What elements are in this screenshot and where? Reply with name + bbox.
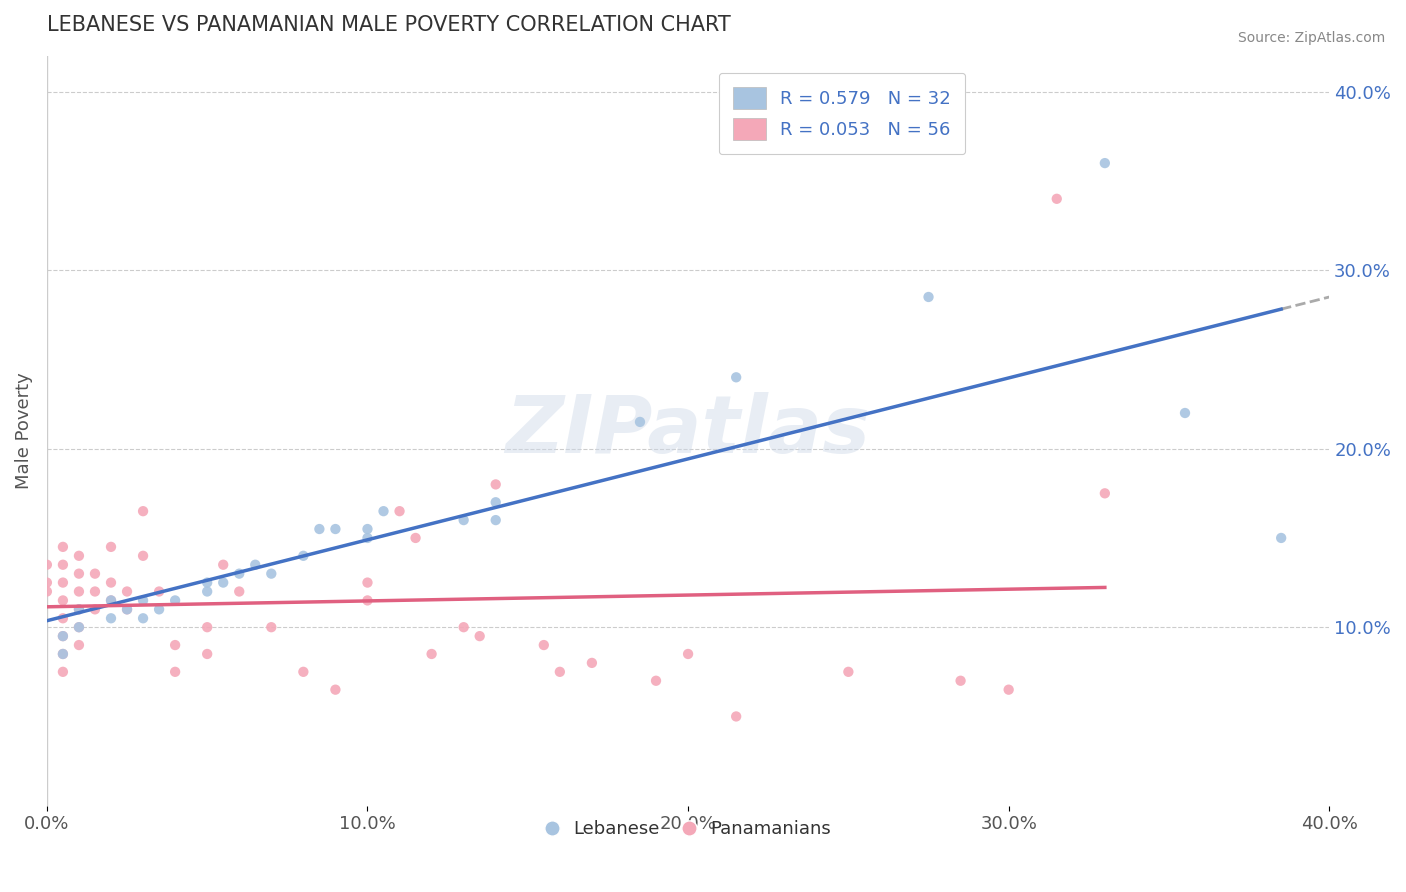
Point — [356, 531, 378, 545]
Point — [1094, 156, 1116, 170]
Point — [100, 593, 122, 607]
Point — [67, 566, 90, 581]
Point — [35, 558, 58, 572]
Point — [35, 575, 58, 590]
Point — [132, 549, 155, 563]
Point — [260, 620, 283, 634]
Point — [533, 638, 555, 652]
Point — [52, 540, 75, 554]
Point — [67, 584, 90, 599]
Point — [52, 647, 75, 661]
Point — [212, 575, 235, 590]
Point — [581, 656, 603, 670]
Point — [195, 575, 218, 590]
Point — [132, 611, 155, 625]
Point — [325, 522, 347, 536]
Point — [195, 584, 218, 599]
Point — [725, 709, 748, 723]
Point — [228, 566, 250, 581]
Point — [84, 566, 107, 581]
Point — [67, 620, 90, 634]
Point — [52, 611, 75, 625]
Point — [468, 629, 491, 643]
Point — [67, 602, 90, 616]
Y-axis label: Male Poverty: Male Poverty — [15, 373, 32, 489]
Point — [195, 620, 218, 634]
Text: Source: ZipAtlas.com: Source: ZipAtlas.com — [1237, 31, 1385, 45]
Point — [485, 495, 508, 509]
Point — [388, 504, 411, 518]
Point — [405, 531, 427, 545]
Point — [165, 638, 187, 652]
Point — [52, 665, 75, 679]
Point — [52, 558, 75, 572]
Point — [132, 504, 155, 518]
Point — [212, 558, 235, 572]
Point — [228, 584, 250, 599]
Point — [100, 611, 122, 625]
Point — [548, 665, 571, 679]
Point — [1046, 192, 1069, 206]
Point — [628, 415, 651, 429]
Legend: Lebanese, Panamanians: Lebanese, Panamanians — [537, 813, 838, 846]
Point — [308, 522, 330, 536]
Point — [837, 665, 859, 679]
Point — [165, 593, 187, 607]
Point — [52, 575, 75, 590]
Point — [100, 575, 122, 590]
Point — [420, 647, 443, 661]
Point — [115, 584, 138, 599]
Point — [356, 575, 378, 590]
Point — [917, 290, 939, 304]
Point — [1094, 486, 1116, 500]
Point — [949, 673, 972, 688]
Point — [67, 620, 90, 634]
Point — [132, 593, 155, 607]
Point — [67, 549, 90, 563]
Point — [115, 602, 138, 616]
Point — [35, 584, 58, 599]
Point — [52, 647, 75, 661]
Point — [325, 682, 347, 697]
Point — [292, 549, 315, 563]
Point — [67, 602, 90, 616]
Point — [84, 602, 107, 616]
Point — [1174, 406, 1197, 420]
Point — [676, 647, 699, 661]
Point — [292, 665, 315, 679]
Point — [245, 558, 267, 572]
Text: LEBANESE VS PANAMANIAN MALE POVERTY CORRELATION CHART: LEBANESE VS PANAMANIAN MALE POVERTY CORR… — [46, 15, 731, 35]
Point — [52, 629, 75, 643]
Point — [997, 682, 1019, 697]
Point — [165, 665, 187, 679]
Point — [52, 593, 75, 607]
Point — [84, 584, 107, 599]
Point — [485, 513, 508, 527]
Point — [52, 629, 75, 643]
Point — [100, 593, 122, 607]
Text: ZIPatlas: ZIPatlas — [506, 392, 870, 470]
Point — [356, 522, 378, 536]
Point — [195, 647, 218, 661]
Point — [115, 602, 138, 616]
Point — [1270, 531, 1292, 545]
Point — [260, 566, 283, 581]
Point — [485, 477, 508, 491]
Point — [453, 620, 475, 634]
Point — [148, 602, 170, 616]
Point — [356, 593, 378, 607]
Point — [100, 540, 122, 554]
Point — [453, 513, 475, 527]
Point — [148, 584, 170, 599]
Point — [67, 638, 90, 652]
Point — [725, 370, 748, 384]
Point — [373, 504, 395, 518]
Point — [645, 673, 668, 688]
